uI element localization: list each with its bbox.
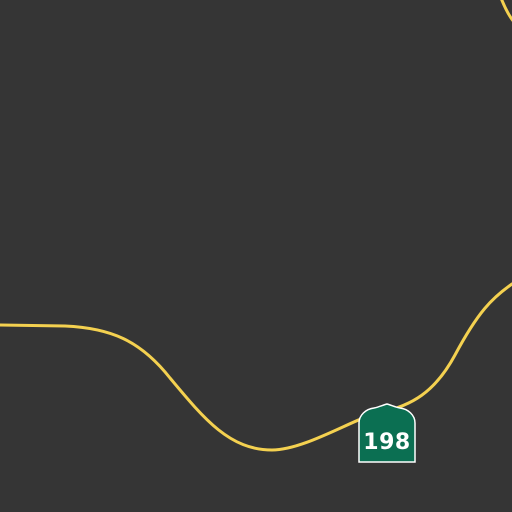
- shield-route-number: 198: [363, 430, 410, 455]
- northeast-corner-road[interactable]: [500, 0, 512, 22]
- highway-198-road[interactable]: [0, 282, 512, 452]
- shield-shape-icon: [358, 403, 416, 463]
- route-198-shield[interactable]: 198: [358, 403, 416, 463]
